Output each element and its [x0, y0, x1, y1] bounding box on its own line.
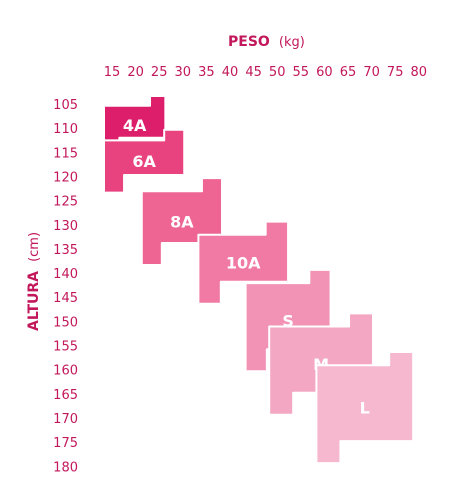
y-tick-label: 160	[53, 364, 78, 379]
x-tick-label: 70	[363, 65, 380, 80]
x-tick-label: 35	[198, 65, 215, 80]
y-tick-label: 175	[53, 436, 78, 451]
x-tick-label: 25	[151, 65, 168, 80]
y-axis-ticks: 105 110 115 120 125 130 135 140 145 150 155 160 165 1…	[53, 98, 78, 475]
x-tick-label: 20	[127, 65, 144, 80]
y-tick-label: 105	[53, 98, 78, 113]
x-tick-label: 80	[411, 65, 428, 80]
x-axis-ticks: 15 20 25 30 35 40 45 50 55 60 65 70 75 80	[104, 65, 427, 80]
size-zone-10a: 10A	[197, 220, 290, 305]
y-tick-label: 130	[53, 219, 78, 234]
x-tick-label: 40	[222, 65, 239, 80]
y-axis-title-main: ALTURA	[26, 271, 42, 331]
y-tick-label: 170	[53, 412, 78, 427]
y-tick-label: 125	[53, 195, 78, 210]
size-zone-label: S	[282, 312, 294, 331]
size-zone-shape	[103, 128, 186, 194]
x-tick-label: 55	[293, 65, 310, 80]
y-tick-label: 180	[53, 460, 78, 475]
x-tick-label: 30	[175, 65, 192, 80]
x-tick-label: 75	[387, 65, 404, 80]
size-zone-label: 6A	[132, 152, 156, 171]
size-zone-shape	[315, 350, 415, 465]
x-axis-title-main: PESO	[228, 34, 270, 50]
x-tick-label: 50	[269, 65, 286, 80]
y-tick-label: 150	[53, 315, 78, 330]
y-tick-label: 165	[53, 388, 78, 403]
y-tick-label: 135	[53, 243, 78, 258]
x-axis-title: PESO (kg)	[228, 31, 305, 50]
y-tick-label: 115	[53, 146, 78, 161]
y-tick-label: 140	[53, 267, 78, 282]
y-tick-label: 110	[53, 122, 78, 137]
size-zone-label: L	[360, 399, 370, 418]
y-tick-label: 155	[53, 340, 78, 355]
x-axis-title-unit: (kg)	[279, 35, 305, 50]
size-zone-label: 4A	[123, 116, 147, 135]
x-tick-label: 15	[104, 65, 121, 80]
size-zone-shape	[197, 220, 290, 305]
y-axis-title: ALTURA (cm)	[23, 232, 42, 331]
y-tick-label: 120	[53, 170, 78, 185]
size-zones: 4A6A8A10ASML	[103, 95, 415, 465]
size-zone-label: 8A	[170, 213, 194, 232]
size-zone-6a: 6A	[103, 128, 186, 194]
size-zone-label: 10A	[226, 254, 261, 273]
y-axis-title-unit: (cm)	[27, 232, 42, 262]
x-tick-label: 65	[340, 65, 357, 80]
y-tick-label: 145	[53, 291, 78, 306]
x-tick-label: 45	[245, 65, 262, 80]
size-zone-l: L	[315, 350, 415, 465]
x-tick-label: 60	[316, 65, 333, 80]
